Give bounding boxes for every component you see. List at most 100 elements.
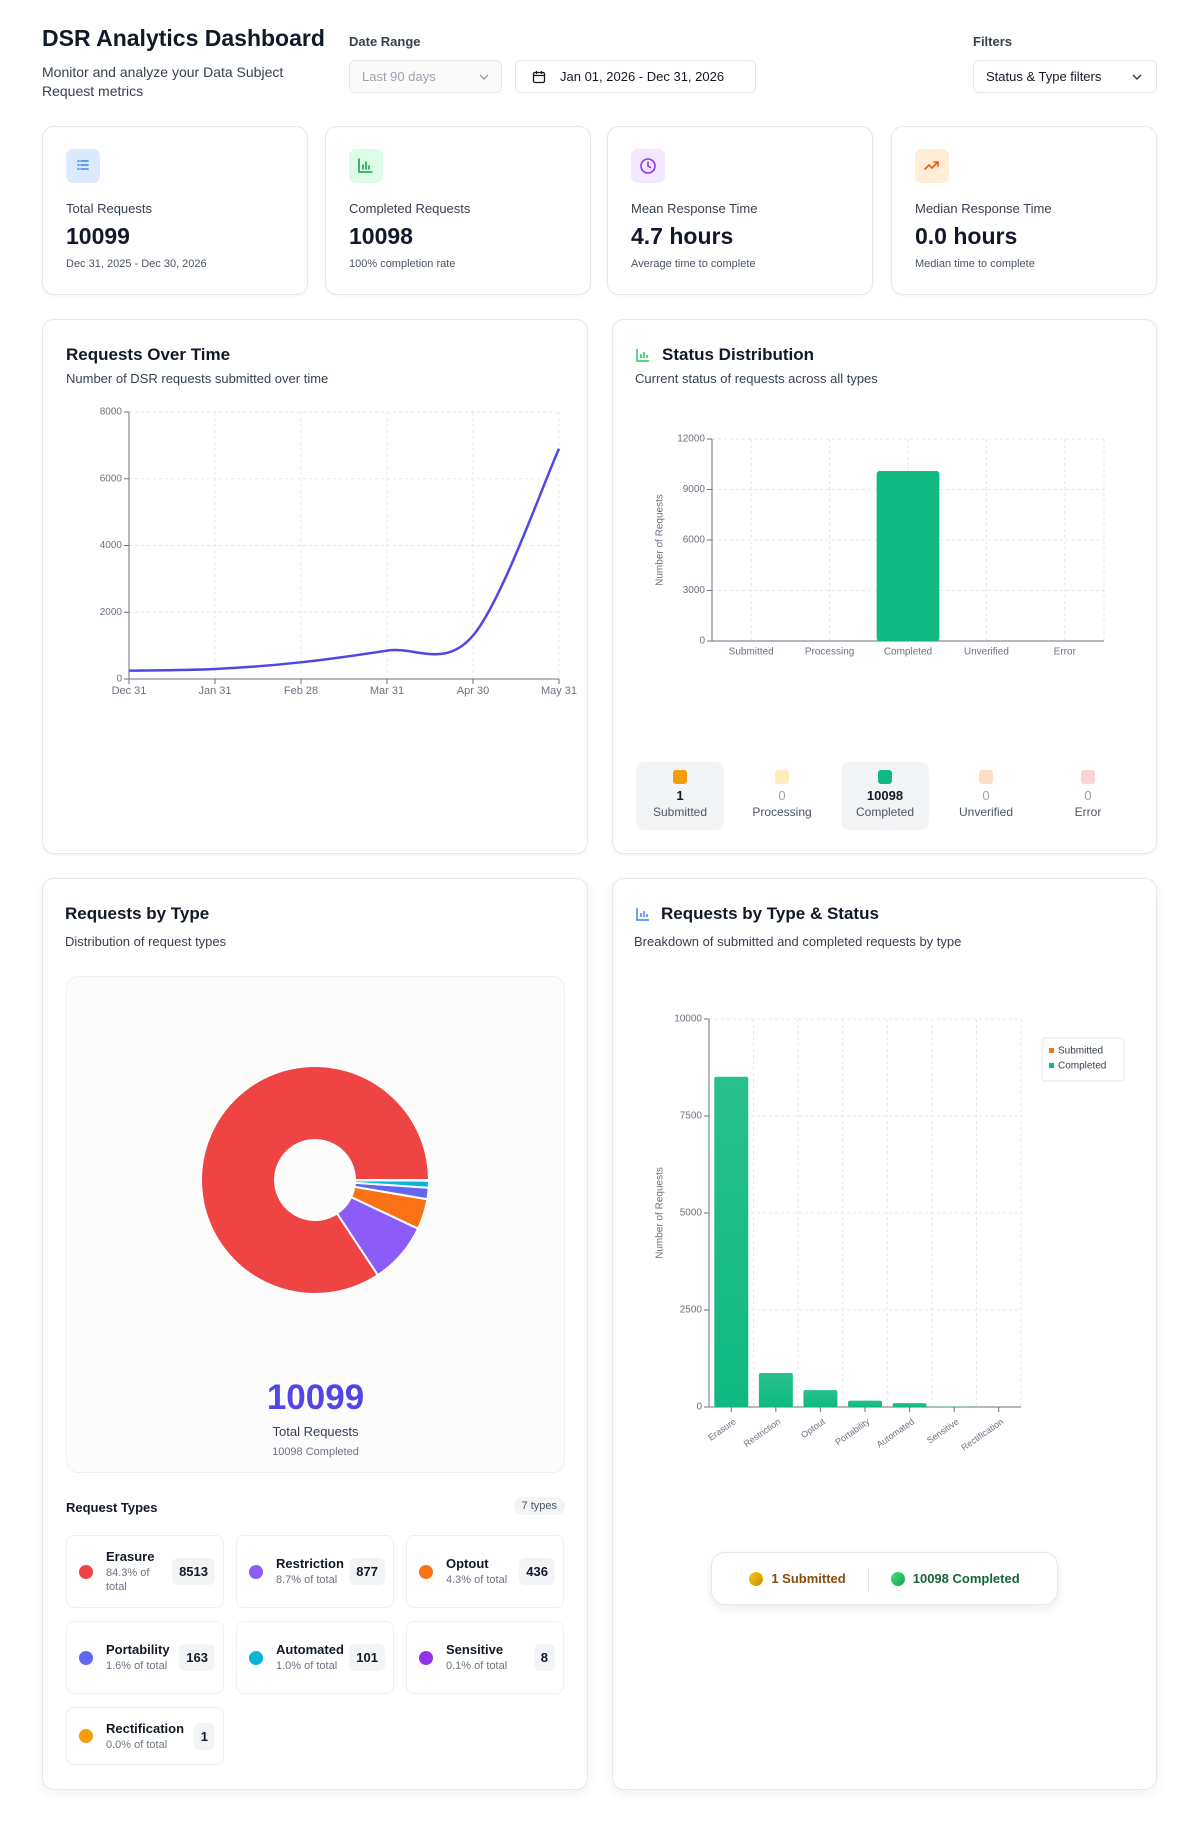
y-tick-label: 9000	[683, 484, 706, 495]
panel-title: Requests Over Time	[66, 345, 231, 364]
stat-note: Median time to complete	[915, 258, 1035, 270]
legend-box	[1041, 1037, 1125, 1082]
y-tick-label: 10000	[674, 1014, 702, 1025]
type-text: Optout 4.3% of total	[446, 1556, 515, 1587]
icon-glyph	[640, 158, 656, 174]
status-value: 1	[676, 788, 684, 803]
y-tick-label: 7500	[680, 1111, 703, 1122]
x-tick-label: Error	[1054, 647, 1077, 658]
type-count: 8513	[172, 1558, 215, 1585]
x-tick-label: Portability	[833, 1416, 872, 1447]
type-dot	[249, 1564, 263, 1579]
preset-dropdown[interactable]: Last 90 days	[349, 60, 502, 93]
x-tick-label: Feb 28	[284, 685, 318, 697]
x-tick-label: Unverified	[964, 647, 1009, 658]
type-share: 8.7% of total	[276, 1574, 338, 1586]
type-item: Automated 1.0% of total 101	[236, 1621, 394, 1694]
y-tick-label: 8000	[100, 407, 123, 418]
x-tick-label: Erasure	[706, 1416, 738, 1442]
type-dot	[419, 1650, 433, 1665]
filters-dropdown[interactable]: Status & Type filters	[973, 60, 1157, 93]
status-chip: 0 Error	[1044, 762, 1132, 830]
status-name: Submitted	[652, 805, 708, 819]
stat-card: Median Response Time 0.0 hours Median time…	[891, 126, 1157, 295]
type-name: Optout	[446, 1556, 489, 1571]
line-series	[128, 448, 561, 672]
stat-label: Total Requests	[66, 201, 152, 216]
status-swatch	[878, 770, 892, 784]
panel-title: Requests by Type & Status	[661, 904, 879, 923]
bar-segment	[758, 1372, 793, 1407]
panel-title: Status Distribution	[662, 345, 815, 364]
stat-label: Median Response Time	[915, 201, 1052, 216]
type-text: Automated 1.0% of total	[276, 1642, 345, 1673]
legend-swatch	[1049, 1048, 1054, 1053]
status-swatch	[1081, 770, 1095, 784]
status-swatch	[775, 770, 789, 784]
type-share: 84.3% of total	[106, 1567, 150, 1593]
y-tick-label: 6000	[683, 535, 706, 546]
page-subtitle: Monitor and analyze your Data Subject Re…	[42, 64, 284, 99]
date-range-picker[interactable]: Jan 01, 2026 - Dec 31, 2026	[515, 60, 756, 93]
date-range-value: Jan 01, 2026 - Dec 31, 2026	[560, 69, 725, 84]
type-count: 1	[193, 1722, 215, 1750]
stat-card: Mean Response Time 4.7 hours Average time …	[607, 126, 873, 295]
status-name: Error	[1074, 805, 1102, 819]
type-count: 7 types	[513, 1497, 565, 1515]
icon-path	[358, 158, 373, 173]
status-name: Completed	[855, 805, 915, 819]
type-name: Portability	[106, 1642, 170, 1657]
type-item: Erasure 84.3% of total 8513	[66, 1535, 224, 1608]
status-swatch	[673, 770, 687, 784]
type-text: Rectification 0.0% of total	[106, 1721, 190, 1752]
type-dot	[249, 1650, 263, 1665]
icon-circle	[640, 158, 656, 174]
status-chip: 0 Unverified	[942, 762, 1030, 830]
y-tick-label: 0	[696, 1402, 702, 1413]
type-text: Restriction 8.7% of total	[276, 1556, 345, 1587]
type-count: 163	[179, 1644, 215, 1671]
stat-icon	[349, 149, 383, 183]
x-tick-label: Submitted	[729, 647, 774, 658]
x-tick-label: Processing	[805, 647, 854, 658]
status-chip: 1 Submitted	[636, 762, 724, 830]
stat-card: Total Requests 10099 Dec 31, 2025 - Dec 30…	[42, 126, 308, 295]
summary-dot	[749, 1571, 764, 1586]
status-value: 0	[778, 788, 786, 803]
type-count: 8	[533, 1644, 555, 1671]
panel	[612, 878, 1157, 1790]
x-tick-label: Rectification	[959, 1416, 1005, 1452]
chart-icon	[636, 908, 649, 921]
type-share: 1.0% of total	[276, 1660, 338, 1672]
status-swatch	[979, 770, 993, 784]
type-name: Rectification	[106, 1720, 185, 1736]
y-tick-label: 3000	[683, 585, 706, 596]
type-share: 0.0% of total	[106, 1738, 168, 1751]
type-item: Optout 4.3% of total 436	[406, 1535, 564, 1608]
panel-subtitle: Distribution of request types	[65, 934, 227, 949]
chart-icon	[636, 349, 649, 362]
summary-pill: 1 Submitted 10098 Completed	[711, 1552, 1058, 1605]
donut-slice	[200, 1065, 431, 1295]
icon-path	[77, 160, 89, 170]
date-range-label: Date Range	[349, 34, 421, 49]
summary-submitted: 1 Submitted	[771, 1571, 846, 1586]
x-tick-label: Jan 31	[198, 685, 231, 697]
y-tick-label: 6000	[100, 473, 123, 484]
filters-label: Filters	[973, 34, 1013, 49]
type-count: 436	[519, 1558, 555, 1585]
x-tick-label: Mar 31	[370, 685, 404, 697]
type-text: Portability 1.6% of total	[106, 1642, 175, 1673]
type-count: 101	[349, 1644, 385, 1671]
status-value: 0	[982, 788, 990, 803]
status-name: Processing	[752, 805, 812, 819]
type-text: Sensitive 0.1% of total	[446, 1642, 530, 1673]
type-item: Rectification 0.0% of total 1	[66, 1707, 224, 1765]
type-dot	[79, 1650, 93, 1665]
stat-icon	[66, 149, 100, 183]
page-title: DSR Analytics Dashboard	[42, 25, 325, 51]
bar	[876, 471, 940, 641]
stat-value: 0.0 hours	[915, 223, 1018, 249]
y-tick-label: 2000	[100, 607, 123, 618]
